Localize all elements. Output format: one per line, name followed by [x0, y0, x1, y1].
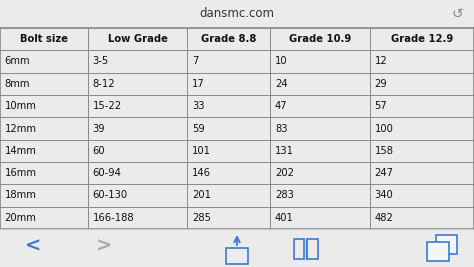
Text: Low Grade: Low Grade — [108, 34, 167, 44]
Text: 83: 83 — [275, 124, 287, 134]
Text: 15-22: 15-22 — [92, 101, 121, 111]
Text: 60-130: 60-130 — [92, 190, 128, 201]
Text: 20mm: 20mm — [5, 213, 36, 223]
Text: 29: 29 — [374, 79, 387, 89]
Text: 10: 10 — [275, 57, 288, 66]
Text: 57: 57 — [374, 101, 387, 111]
Text: 10mm: 10mm — [5, 101, 36, 111]
Text: Grade 12.9: Grade 12.9 — [391, 34, 453, 44]
Text: ↺: ↺ — [452, 6, 463, 21]
Text: 7: 7 — [192, 57, 198, 66]
Text: 146: 146 — [192, 168, 211, 178]
Text: 12: 12 — [374, 57, 387, 66]
Text: 247: 247 — [374, 168, 393, 178]
Text: 33: 33 — [192, 101, 204, 111]
Text: 16mm: 16mm — [5, 168, 37, 178]
FancyBboxPatch shape — [436, 235, 457, 254]
Text: >: > — [96, 237, 112, 256]
Text: <: < — [25, 237, 41, 256]
Text: dansmc.com: dansmc.com — [200, 7, 274, 20]
Text: 60-94: 60-94 — [92, 168, 121, 178]
Text: 60: 60 — [92, 146, 105, 156]
Text: 166-188: 166-188 — [92, 213, 134, 223]
Text: 3-5: 3-5 — [92, 57, 109, 66]
Text: 8-12: 8-12 — [92, 79, 115, 89]
Text: 18mm: 18mm — [5, 190, 36, 201]
Text: Grade 10.9: Grade 10.9 — [289, 34, 351, 44]
Text: 8mm: 8mm — [5, 79, 30, 89]
Text: 131: 131 — [275, 146, 294, 156]
Text: 39: 39 — [92, 124, 105, 134]
Text: 100: 100 — [374, 124, 393, 134]
Text: 24: 24 — [275, 79, 288, 89]
Text: 482: 482 — [374, 213, 393, 223]
Text: 12mm: 12mm — [5, 124, 37, 134]
Text: 14mm: 14mm — [5, 146, 36, 156]
Text: 283: 283 — [275, 190, 294, 201]
Text: 401: 401 — [275, 213, 294, 223]
Text: 47: 47 — [275, 101, 288, 111]
Text: 201: 201 — [192, 190, 211, 201]
Text: Bolt size: Bolt size — [20, 34, 68, 44]
Text: 6mm: 6mm — [5, 57, 30, 66]
Text: 158: 158 — [374, 146, 393, 156]
Text: Grade 8.8: Grade 8.8 — [201, 34, 256, 44]
Text: 202: 202 — [275, 168, 294, 178]
Text: 101: 101 — [192, 146, 211, 156]
Text: 59: 59 — [192, 124, 205, 134]
FancyBboxPatch shape — [427, 242, 449, 261]
Text: 340: 340 — [374, 190, 393, 201]
Text: 17: 17 — [192, 79, 205, 89]
Text: 285: 285 — [192, 213, 211, 223]
